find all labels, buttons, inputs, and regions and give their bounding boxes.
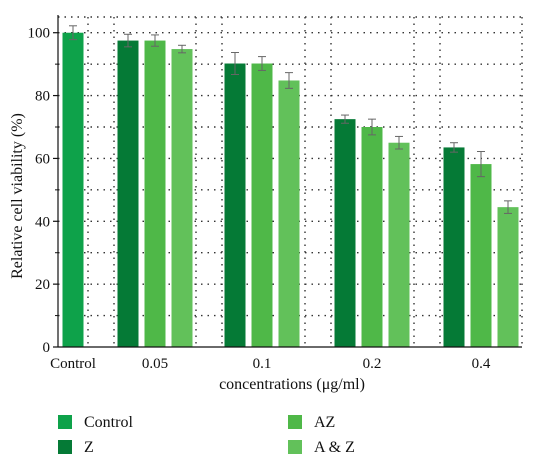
y-axis-title: Relative cell viability (%) [9,113,26,279]
y-tick-label: 0 [43,340,51,356]
bar [334,119,356,348]
y-tick-label: 20 [35,277,50,293]
bar [497,207,519,347]
bar [251,63,273,348]
bar [144,40,166,347]
x-tick-label: 0.05 [142,356,168,372]
y-tick-label: 60 [35,151,50,167]
bar [388,142,410,347]
y-tick-label: 40 [35,214,50,230]
legend-swatch [288,440,302,454]
bars [62,25,519,348]
legend-label: Control [84,414,133,431]
bar [171,49,193,348]
legend-label: A & Z [314,439,355,456]
y-tick-label: 100 [28,26,51,42]
x-axis-title: concentrations (μg/ml) [219,376,365,393]
bar [117,40,139,347]
tick-labels: 0 20 40 60 80 100 Control 0.05 0.1 0.2 0.4 [28,26,491,372]
x-tick-label: 0.1 [253,356,272,372]
legend-swatch [58,415,72,429]
x-tick-label: Control [50,356,96,372]
legend: Control Z AZ A & Z [58,414,355,456]
legend-swatch [58,440,72,454]
bar [443,147,465,347]
x-tick-label: 0.4 [472,356,491,372]
legend-label: Z [84,439,94,456]
y-tick-label: 80 [35,89,50,105]
legend-label: AZ [314,414,335,431]
bar [224,63,246,348]
bar [278,80,300,347]
bar [470,164,492,347]
axes [53,15,522,348]
bar [62,32,84,347]
legend-swatch [288,415,302,429]
bar [361,127,383,347]
x-tick-label: 0.2 [363,356,382,372]
